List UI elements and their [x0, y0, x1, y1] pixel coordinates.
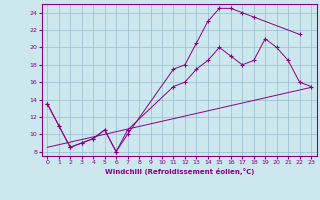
X-axis label: Windchill (Refroidissement éolien,°C): Windchill (Refroidissement éolien,°C) [105, 168, 254, 175]
